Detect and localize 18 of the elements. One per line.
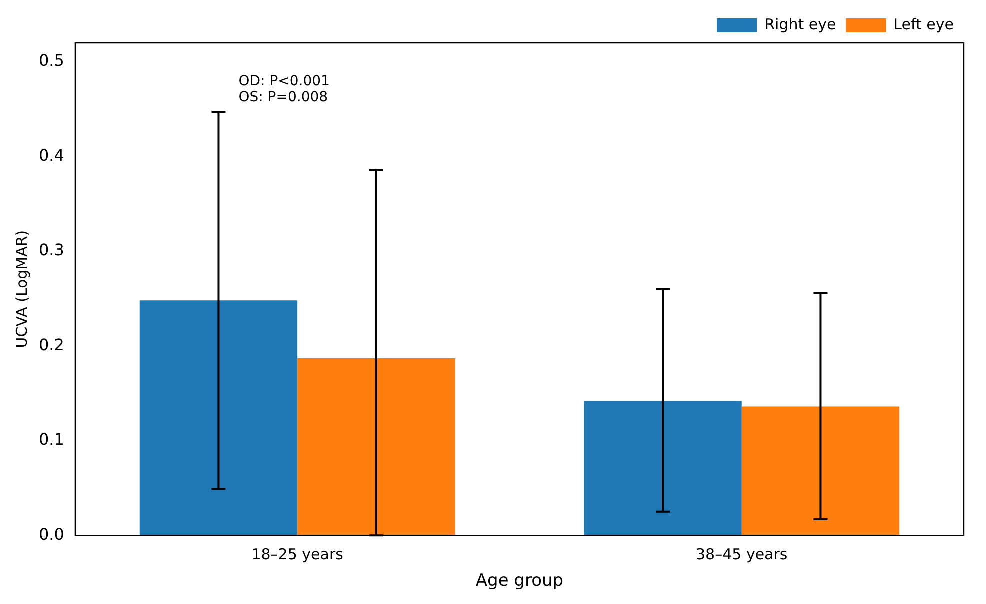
x-tick-label: 18–25 years (252, 545, 344, 564)
y-tick-label: 0.1 (38, 430, 64, 450)
annotation: OD: P<0.001 (238, 74, 330, 90)
x-tick-label: 38–45 years (696, 545, 788, 564)
legend-label: Left eye (894, 15, 954, 34)
bar (298, 358, 456, 536)
y-axis-title: UCVA (LogMAR) (12, 230, 31, 348)
y-tick-label: 0.5 (38, 51, 64, 70)
bar (742, 406, 900, 536)
y-tick-label: 0.3 (38, 240, 64, 260)
bar (584, 401, 742, 536)
y-tick-label: 0.2 (38, 335, 64, 354)
y-tick-label: 0.4 (38, 146, 64, 165)
y-tick-label: 0.0 (38, 524, 64, 544)
x-axis-title: Age group (476, 571, 564, 592)
bar (140, 300, 298, 536)
annotation: OS: P=0.008 (238, 90, 328, 106)
legend-label: Right eye (764, 15, 836, 34)
